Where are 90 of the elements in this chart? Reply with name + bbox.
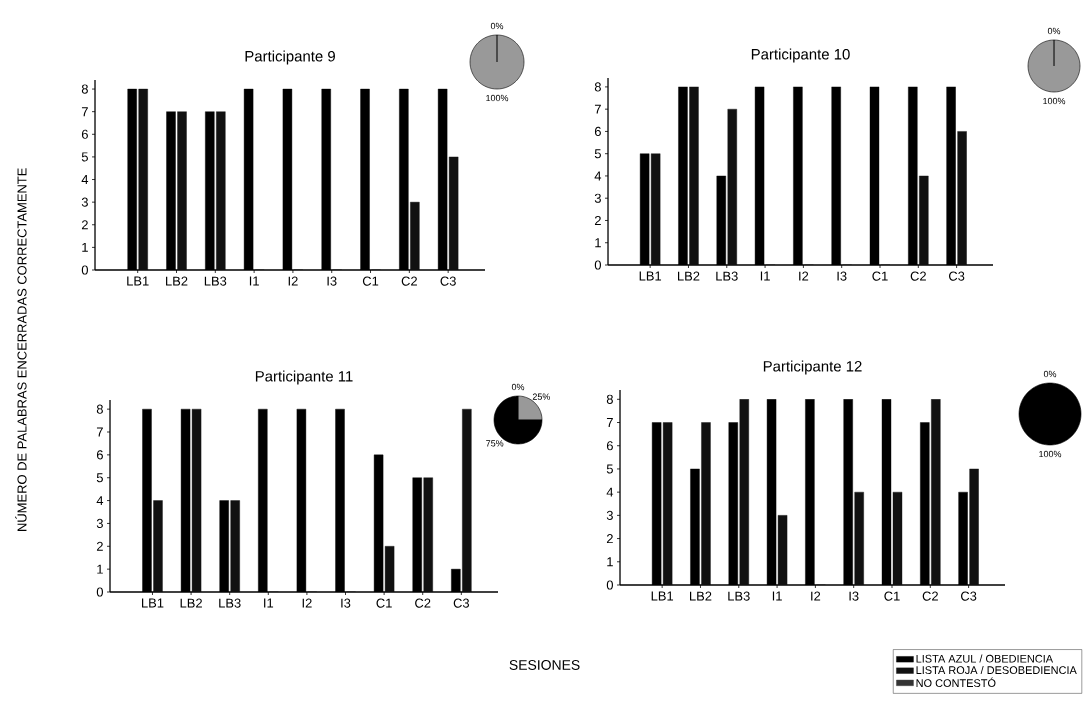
- y-tick-label: 0: [96, 587, 103, 597]
- y-tick-label: 5: [606, 464, 613, 474]
- data-label: 100%: [1039, 450, 1062, 458]
- y-tick-label: 0: [594, 260, 601, 270]
- y-tick-label: 4: [594, 171, 602, 181]
- text: 0%: [511, 383, 525, 391]
- x-tick-label: I1: [249, 276, 259, 286]
- text: 0%: [490, 22, 504, 30]
- y-tick-label: 4: [96, 496, 104, 506]
- x-tick-label: C1: [872, 271, 888, 281]
- x-tick-label: C1: [376, 598, 392, 608]
- x-tick-label: C3: [961, 591, 977, 601]
- y-tick-label: 6: [96, 450, 103, 460]
- y-tick-label: 3: [606, 510, 613, 520]
- y-tick-label: 6: [81, 129, 88, 139]
- x-tick-label: LB3: [728, 591, 750, 601]
- x-tick-label: I1: [772, 591, 782, 601]
- data-label: 25%: [532, 393, 550, 400]
- y-tick-label: 3: [96, 518, 103, 529]
- x-tick-label: LB1: [639, 271, 662, 281]
- x-tick-label: I2: [288, 276, 298, 286]
- y-tick-label: 7: [606, 418, 613, 427]
- x-tick-label: C1: [362, 276, 379, 286]
- y-tick-label: 3: [594, 193, 601, 203]
- y-tick-label: 7: [594, 104, 601, 114]
- x-tick-label: I3: [849, 591, 859, 601]
- x-tick-label: C2: [922, 591, 938, 601]
- y-tick-label: 2: [606, 534, 613, 544]
- text: 0%: [1047, 27, 1061, 35]
- y-tick-label: 1: [82, 242, 88, 252]
- y-tick-label: 0: [81, 265, 88, 275]
- y-tick-label: 2: [594, 215, 601, 225]
- y-tick-label: 1: [595, 238, 601, 248]
- legend-label: LISTA ROJA / DESOBEDIENCIA: [916, 665, 1077, 675]
- x-tick-label: LB3: [204, 276, 227, 286]
- y-tick-label: 2: [96, 541, 103, 551]
- x-axis-title: SESIONES: [509, 660, 580, 670]
- x-tick-label: C2: [401, 276, 417, 286]
- x-tick-label: LB1: [651, 591, 674, 601]
- x-tick-label: I2: [799, 271, 809, 281]
- x-tick-label: C1: [884, 591, 900, 601]
- y-tick-label: 8: [96, 404, 103, 414]
- x-tick-label: I3: [327, 276, 337, 286]
- x-tick-label: C2: [910, 271, 926, 281]
- chart-title: Participante 12: [763, 360, 862, 375]
- x-tick-label: I1: [264, 598, 274, 608]
- y-tick-label: 1: [607, 557, 613, 567]
- data-label: 100%: [486, 94, 509, 102]
- x-tick-label: C2: [415, 598, 431, 608]
- y-tick-label: 2: [81, 220, 88, 230]
- y-tick-label: 3: [81, 197, 88, 207]
- x-tick-label: LB2: [678, 271, 700, 281]
- y-tick-label: 8: [81, 84, 88, 94]
- x-tick-label: LB2: [690, 591, 712, 601]
- y-tick-label: 1: [97, 564, 103, 574]
- y-tick-label: 0: [606, 580, 613, 590]
- x-tick-label: LB2: [180, 598, 202, 608]
- x-tick-label: LB1: [142, 598, 164, 608]
- chart-title: Participante 10: [751, 48, 850, 63]
- text: 0%: [1043, 370, 1057, 378]
- y-tick-label: 6: [594, 126, 601, 137]
- y-tick-label: 8: [594, 82, 601, 92]
- x-tick-label: I2: [302, 598, 312, 608]
- y-axis-title: NÚMERO DE PALABRAS ENCERRADAS CORRECTAMENTE: [15, 168, 27, 531]
- x-tick-label: C3: [949, 271, 965, 281]
- x-tick-label: C3: [453, 598, 470, 608]
- x-tick-label: LB1: [127, 276, 149, 286]
- x-tick-label: LB3: [219, 598, 241, 608]
- chart-title: Participante 9: [245, 50, 335, 65]
- y-tick-label: 5: [594, 149, 601, 159]
- y-tick-label: 8: [606, 394, 613, 404]
- y-tick-label: 4: [606, 487, 614, 497]
- x-tick-label: C3: [440, 276, 456, 286]
- y-tick-label: 6: [606, 441, 613, 451]
- y-tick-label: 7: [81, 107, 88, 117]
- y-tick-label: 5: [96, 473, 103, 483]
- x-tick-label: I3: [837, 271, 847, 281]
- chart-title: Participante 11: [255, 370, 353, 385]
- data-label: 75%: [486, 440, 504, 447]
- x-tick-label: I1: [760, 271, 770, 281]
- x-tick-label: I3: [341, 598, 351, 608]
- data-label: 100%: [1043, 97, 1066, 105]
- y-tick-label: 4: [81, 175, 89, 184]
- legend-label: NO CONTESTÓ: [916, 677, 996, 687]
- y-tick-label: 7: [96, 427, 103, 437]
- x-tick-label: LB3: [716, 271, 738, 281]
- legend-label: LISTA AZUL / OBEDIENCIA: [916, 654, 1054, 663]
- y-tick-label: 5: [81, 152, 88, 162]
- x-tick-label: I2: [811, 591, 821, 601]
- x-tick-label: LB2: [166, 276, 188, 286]
